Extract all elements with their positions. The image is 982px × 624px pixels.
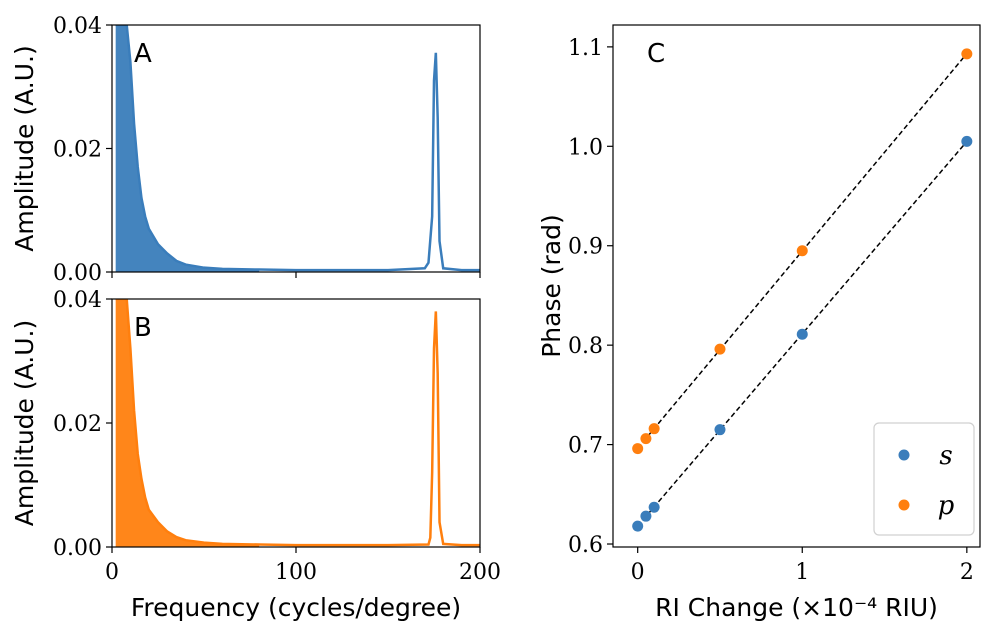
x-tick-label: 2 [960, 560, 974, 585]
panel-letter: A [134, 39, 152, 69]
panel-c-phase-vs-ri: 0.6 0.7 0.8 0.9 1.0 1.1 0 1 2 Phase (rad) RI Chang… [537, 24, 981, 622]
y-tick-label: 0.6 [568, 533, 603, 558]
panel-letter: B [134, 313, 152, 343]
data-point-s [640, 510, 652, 522]
y-axis-label: Phase (rad) [537, 214, 566, 358]
data-point-s [632, 520, 644, 532]
legend-label-s: s [939, 441, 952, 471]
legend-label-p: p [938, 491, 955, 521]
data-point-p [714, 343, 726, 355]
data-point-p [961, 48, 973, 60]
spectrum-fill [115, 25, 260, 272]
y-tick-label: 1.0 [568, 135, 603, 160]
y-axis-label: Amplitude (A.U.) [10, 45, 39, 251]
y-tick-label: 0.02 [53, 138, 102, 163]
spectrum-line [115, 25, 480, 272]
x-tick-label: 0 [631, 560, 645, 585]
y-tick-label: 0.8 [568, 334, 603, 359]
panel-a-frequency-spectrum: 0.00 0.02 0.04 Amplitude (A.U.) A [10, 14, 481, 286]
data-point-s [714, 424, 726, 436]
x-tick-label: 0 [105, 560, 119, 585]
legend-marker-s [898, 449, 910, 461]
data-point-p [640, 433, 652, 445]
panel-b-frequency-spectrum: 0.00 0.02 0.04 0 100 200 Amplitude (A.U.) Frequ… [10, 288, 501, 622]
data-point-s [796, 328, 808, 340]
x-axis-label: RI Change (×10⁻⁴ RIU) [655, 593, 938, 622]
data-point-p [632, 443, 644, 455]
spectrum-fill [115, 299, 260, 547]
x-axis-label: Frequency (cycles/degree) [131, 593, 461, 622]
y-tick-label: 0.9 [568, 235, 603, 260]
y-tick-label: 0.7 [568, 434, 603, 459]
data-point-p [796, 245, 808, 257]
axes-frame [111, 24, 481, 273]
y-axis-label: Amplitude (A.U.) [10, 320, 39, 526]
data-point-p [648, 423, 660, 435]
panel-letter: C [647, 39, 665, 69]
x-tick-label: 100 [275, 560, 317, 585]
y-tick-label: 1.1 [568, 36, 603, 61]
y-tick-label: 0.02 [53, 412, 102, 437]
y-tick-label: 0.00 [53, 261, 102, 286]
axes-frame [612, 24, 981, 548]
y-tick-label: 0.00 [53, 536, 102, 561]
spectrum-line [115, 299, 480, 547]
legend-box [873, 422, 975, 536]
x-tick-label: 200 [459, 560, 501, 585]
legend-marker-p [898, 499, 910, 511]
axes-frame [111, 298, 481, 548]
data-point-s [961, 135, 973, 147]
y-tick-label: 0.04 [53, 288, 102, 313]
x-tick-label: 1 [795, 560, 809, 585]
fit-line-s [637, 140, 968, 527]
data-point-s [648, 501, 660, 513]
y-tick-label: 0.04 [53, 14, 102, 39]
